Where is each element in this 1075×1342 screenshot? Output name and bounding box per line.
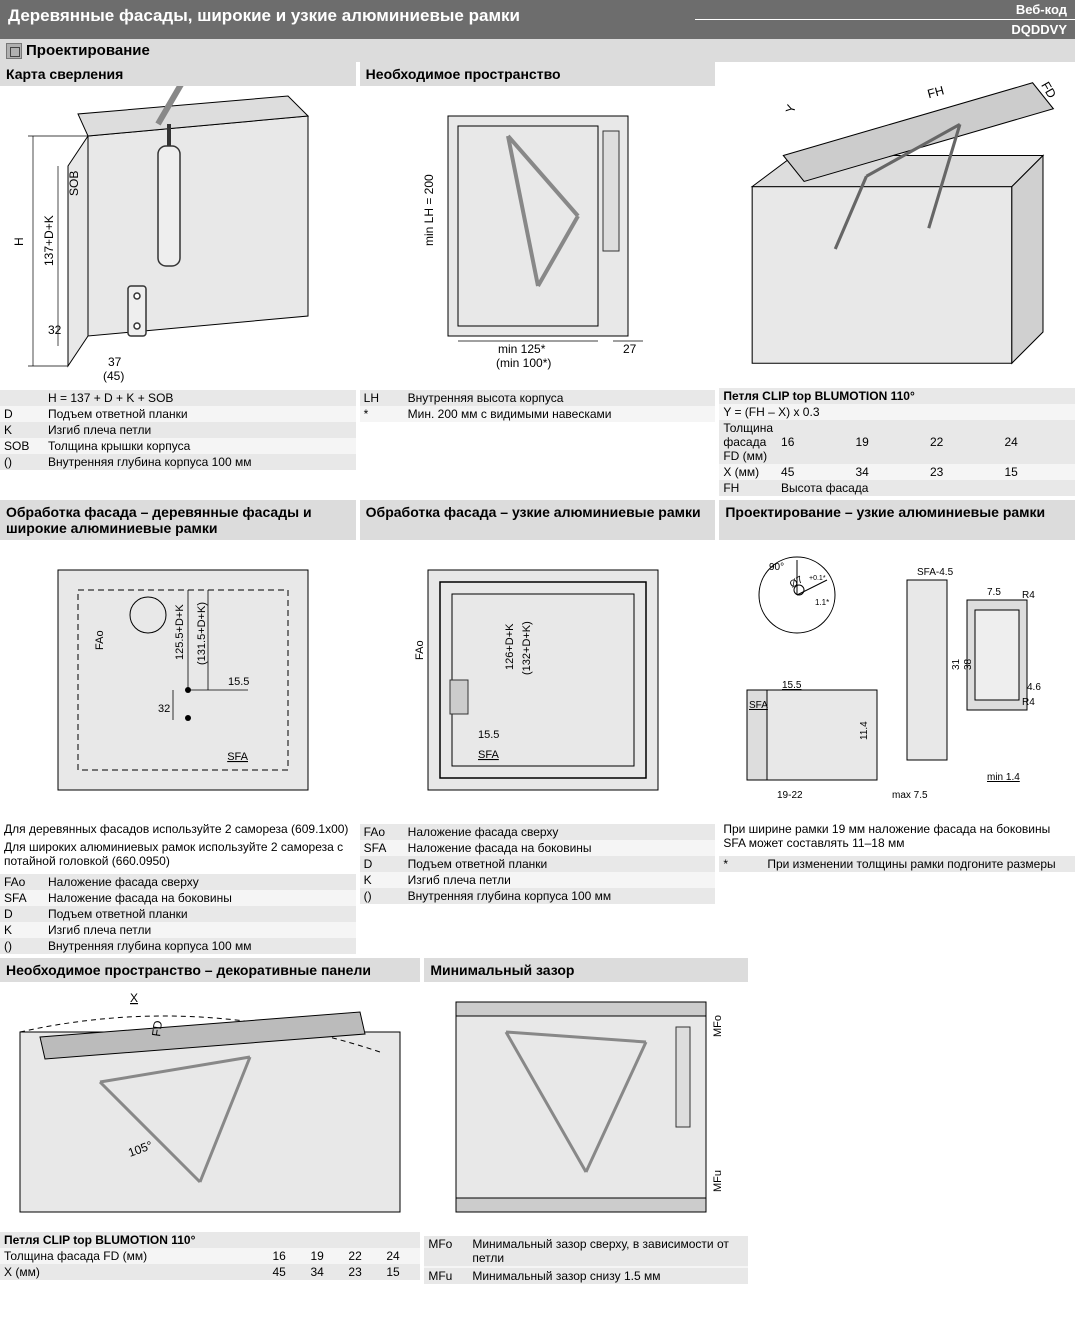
r1c3-formula: Y = (FH – X) x 0.3 [723,405,819,419]
r1c1-title: Карта сверления [0,62,356,86]
svg-text:R4: R4 [1022,697,1035,708]
svg-text:FH: FH [925,83,945,101]
svg-text:27: 27 [623,342,637,356]
r1c3-table: Толщина фасада FD (мм)16192224 X (мм)453… [719,420,1075,496]
r2c1-note2: Для широких алюминиевых рамок используйт… [0,838,356,870]
r1c2-title: Необходимое пространство [360,62,716,86]
svg-text:min 1.4: min 1.4 [987,772,1020,783]
svg-text:MFu: MFu [712,1170,724,1192]
svg-text:Y: Y [783,102,799,114]
r2c3-diagram: 90° Ø7 +0.1* 1.1* SFA-4.5 R4 R4 7.5 31 3… [719,540,1075,820]
section-icon [6,43,22,59]
svg-text:137+D+K: 137+D+K [42,215,56,266]
svg-text:7.5: 7.5 [987,587,1001,598]
r2c3-legend: *При изменении толщины рамки подгоните р… [719,856,1075,872]
space-diagram: min LH = 200 min 125* (min 100*) 27 [360,86,716,386]
svg-text:19-22: 19-22 [777,790,803,801]
r3c1-table: Толщина фасада FD (мм)16192224 X (мм)453… [0,1248,420,1280]
r3c1-title: Необходимое пространство – декоративные … [0,958,420,982]
svg-text:15.5: 15.5 [478,729,499,741]
web-code-value: DQDDVY [695,20,1075,39]
r2c1-diagram: FAo 125.5+D+K (131.5+D+K) 15.5 32 SFA [0,540,356,820]
svg-text:SFA: SFA [749,700,768,711]
svg-text:FD: FD [149,1019,165,1037]
r2c2-diagram: FAo 126+D+K (132+D+K) 15.5 SFA [360,540,716,820]
svg-text:15.5: 15.5 [782,680,802,691]
svg-text:SFA: SFA [227,751,248,763]
drilling-diagram: H 137+D+K SOB 32 37 (45) [0,86,356,386]
r3c2-diagram: MFo MFu [424,982,747,1232]
svg-text:X: X [130,991,138,1005]
r2c2-legend: FAoНаложение фасада сверхуSFAНаложение ф… [360,824,716,904]
svg-text:37: 37 [108,355,122,369]
svg-text:+0.1*: +0.1* [809,575,826,582]
page-title: Деревянные фасады, широкие и узкие алюми… [0,0,695,39]
r3c1-diagram: X FD 105° [0,982,420,1232]
r2c3-note: При ширине рамки 19 мм наложение фасада … [719,820,1075,852]
r2c2-title: Обработка фасада – узкие алюминиевые рам… [360,500,716,540]
svg-text:R4: R4 [1022,590,1035,601]
hinge-diagram: Y FH FD [719,62,1075,384]
svg-text:(min 100*): (min 100*) [496,356,551,370]
svg-text:MFo: MFo [712,1015,724,1037]
svg-text:FAo: FAo [414,640,426,660]
svg-text:11.4: 11.4 [859,721,870,740]
svg-text:SFA: SFA [478,749,499,761]
r1c2-legend: LHВнутренняя высота корпуса*Мин. 200 мм … [360,390,716,422]
svg-text:(131.5+D+K): (131.5+D+K) [196,602,208,665]
r1c3-subtitle: Петля CLIP top BLUMOTION 110° [723,389,914,403]
svg-text:max 7.5: max 7.5 [892,790,928,801]
svg-text:FAo: FAo [94,630,106,650]
r2c1-legend: FAoНаложение фасада сверхуSFAНаложение ф… [0,874,356,954]
svg-text:4.6: 4.6 [1027,682,1041,693]
svg-text:126+D+K: 126+D+K [504,623,516,670]
svg-text:1.1*: 1.1* [815,598,829,607]
svg-text:min 125*: min 125* [498,342,546,356]
svg-text:32: 32 [48,323,62,337]
svg-text:90°: 90° [769,562,784,573]
svg-text:125.5+D+K: 125.5+D+K [174,604,186,660]
svg-text:SOB: SOB [67,171,81,196]
r1c1-legend: H = 137 + D + K + SOBDПодъем ответной пл… [0,390,356,470]
section-title: Проектирование [26,42,150,59]
web-code-label: Веб-код [695,0,1075,20]
svg-text:(132+D+K): (132+D+K) [521,621,533,675]
svg-text:(45): (45) [103,369,124,383]
r2c1-title: Обработка фасада – деревянные фасады и ш… [0,500,356,540]
svg-text:32: 32 [158,703,170,715]
svg-text:min LH = 200: min LH = 200 [422,174,436,246]
r2c3-title: Проектирование – узкие алюминиевые рамки [719,500,1075,540]
svg-text:31: 31 [951,658,962,670]
svg-text:38: 38 [963,658,974,670]
svg-text:SFA-4.5: SFA-4.5 [917,567,954,578]
r2c1-note1: Для деревянных фасадов используйте 2 сам… [0,820,356,838]
r3c1-subtitle: Петля CLIP top BLUMOTION 110° [4,1233,195,1247]
svg-text:15.5: 15.5 [228,676,249,688]
svg-text:H: H [12,237,26,246]
r3c2-title: Минимальный зазор [424,958,747,982]
r3c2-legend: MFoМинимальный зазор сверху, в зависимос… [424,1236,747,1284]
